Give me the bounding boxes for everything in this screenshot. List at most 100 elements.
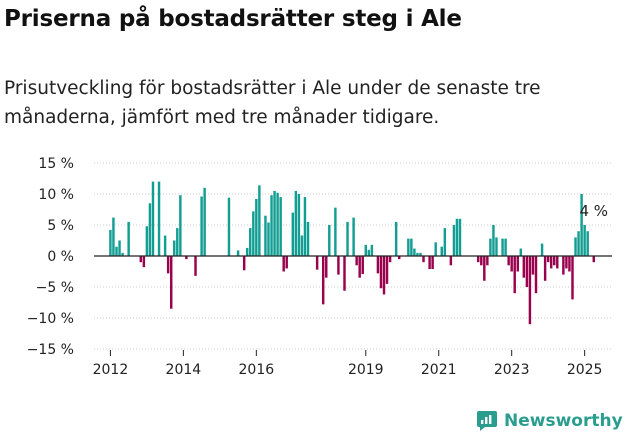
bar [525,256,529,287]
bar [553,256,556,266]
bar [370,244,374,256]
bar [267,222,270,256]
bar [328,225,331,256]
bar [495,237,498,256]
bar [394,221,398,256]
y-tick-label: −5 % [36,280,74,296]
bar [270,195,273,256]
y-tick-label: −10 % [27,311,74,327]
bar [273,190,276,256]
y-tick-label: 15 % [38,156,74,172]
y-tick-label: 5 % [47,218,74,234]
latest-value-annotation: 4 % [579,202,608,220]
bar [236,250,240,256]
bar [203,187,206,256]
bar [227,197,231,256]
x-tick-label: 2012 [93,362,129,378]
chart-title: Priserna på bostadsrätter steg i Ale [4,6,462,32]
bar [334,207,337,256]
bar [458,218,462,256]
bar [337,256,340,275]
bar [245,247,249,256]
newsworthy-logo[interactable]: Newsworthy [476,410,623,432]
bar [145,226,149,256]
bar [568,256,571,272]
bar [486,256,489,266]
bar [522,256,526,278]
bar [115,246,118,256]
bar [258,185,261,256]
bar [343,256,346,291]
newsworthy-logo-icon [477,411,497,431]
bar [170,256,173,309]
y-tick-label: 0 % [47,249,74,265]
bar [413,248,416,256]
bar [166,256,170,274]
bar [127,221,130,256]
bar [346,221,349,256]
bar [361,256,364,274]
x-tick-label: 2019 [348,362,384,378]
bar [546,256,550,263]
bar [416,252,419,256]
bar [410,238,413,256]
bar [157,181,161,256]
bar [121,252,124,256]
bar [510,256,513,272]
bar [556,256,559,269]
bar [428,256,431,270]
bar [455,218,459,256]
bar [385,256,389,284]
bar [163,235,167,256]
bar [592,256,595,263]
bar [407,238,410,256]
bar [480,256,483,266]
bar [173,240,176,256]
bar [516,256,519,272]
x-tick-label: 2016 [239,362,275,378]
bar [242,256,246,271]
bar [352,217,355,256]
bar [194,256,197,276]
bar [291,212,295,256]
bar [507,256,510,266]
bar [382,256,386,295]
bar [540,243,544,256]
bar [565,256,568,269]
bar [112,217,115,256]
bar [264,215,267,256]
bar [531,256,535,275]
bar [501,238,504,256]
bar [200,196,203,256]
bar [504,238,507,256]
x-tick-label: 2021 [421,362,457,378]
bar [571,256,574,300]
bar [422,256,425,263]
bar [440,246,443,256]
bar [176,228,179,256]
bar [109,229,112,256]
bar [294,190,298,256]
bar [443,228,447,256]
bar [398,256,401,260]
bar [574,237,577,256]
bar [297,194,301,256]
bar [583,225,586,256]
y-tick-label: 10 % [38,187,74,203]
bar [376,256,380,274]
bar [303,197,307,256]
bar [179,195,182,256]
bar [358,256,361,278]
bar [185,256,188,260]
bar [118,240,121,256]
bars [109,181,595,325]
bar [452,225,456,256]
bar [431,256,434,270]
bar [388,256,392,263]
bar [151,181,155,256]
x-tick-label: 2025 [567,362,603,378]
bar [367,249,371,256]
bar [534,256,538,294]
bar [577,231,580,256]
bar-chart: 15 % 10 % 5 % 0 % −5 % −10 % −15 % 2012 2014 2016… [27,156,612,378]
